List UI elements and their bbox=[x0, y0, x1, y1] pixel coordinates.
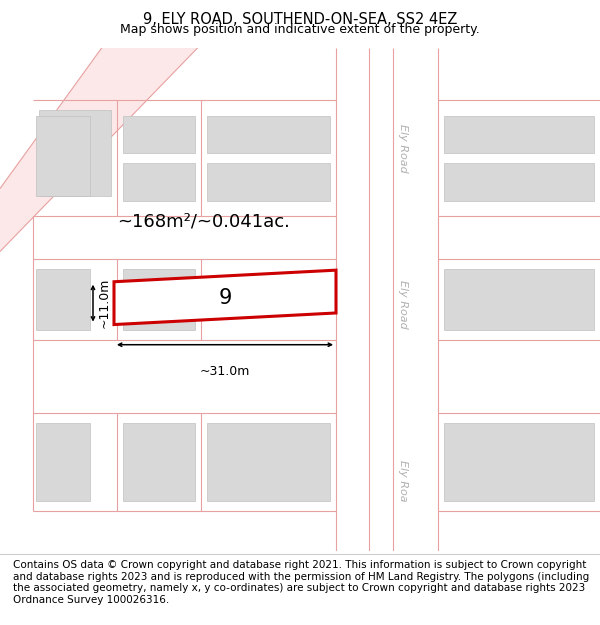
Bar bbox=[444, 269, 594, 329]
Bar bbox=[123, 269, 195, 329]
Bar bbox=[438, 259, 600, 339]
Bar bbox=[444, 422, 594, 501]
Text: Contains OS data © Crown copyright and database right 2021. This information is : Contains OS data © Crown copyright and d… bbox=[13, 560, 589, 605]
Bar bbox=[123, 116, 195, 153]
Bar bbox=[33, 259, 336, 339]
Bar bbox=[123, 422, 195, 501]
Polygon shape bbox=[114, 270, 336, 324]
Polygon shape bbox=[0, 48, 198, 251]
Bar bbox=[444, 163, 594, 201]
Text: ~31.0m: ~31.0m bbox=[200, 365, 250, 378]
Text: 9: 9 bbox=[218, 288, 232, 308]
Bar bbox=[33, 101, 336, 216]
Bar bbox=[438, 412, 600, 511]
Bar bbox=[207, 422, 330, 501]
Text: Ely Roa: Ely Roa bbox=[398, 460, 409, 501]
Bar bbox=[36, 269, 90, 329]
Text: ~11.0m: ~11.0m bbox=[98, 278, 111, 328]
Text: Map shows position and indicative extent of the property.: Map shows position and indicative extent… bbox=[120, 22, 480, 36]
Bar bbox=[36, 116, 90, 196]
Bar bbox=[438, 101, 600, 216]
Bar bbox=[33, 412, 336, 511]
Polygon shape bbox=[0, 48, 102, 189]
Bar bbox=[444, 116, 594, 153]
Bar bbox=[36, 422, 90, 501]
Text: Ely Road: Ely Road bbox=[398, 124, 409, 172]
Bar bbox=[207, 116, 330, 153]
Text: 9, ELY ROAD, SOUTHEND-ON-SEA, SS2 4EZ: 9, ELY ROAD, SOUTHEND-ON-SEA, SS2 4EZ bbox=[143, 12, 457, 27]
Text: Ely Road: Ely Road bbox=[398, 280, 409, 329]
Text: ~168m²/~0.041ac.: ~168m²/~0.041ac. bbox=[118, 213, 290, 230]
Bar bbox=[39, 111, 111, 196]
Bar bbox=[207, 163, 330, 201]
Bar bbox=[369, 48, 438, 551]
Bar bbox=[123, 163, 195, 201]
